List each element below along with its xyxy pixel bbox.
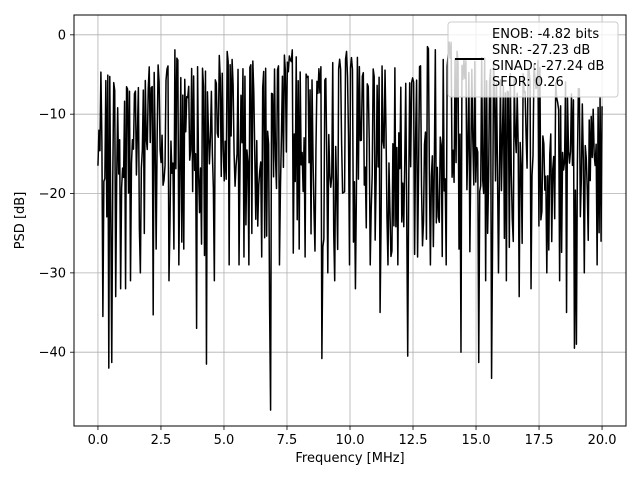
x-tick-label: 20.0 (588, 433, 617, 448)
y-tick-label: −20 (39, 187, 66, 202)
legend-line-sfdr: SFDR: 0.26 (492, 75, 564, 90)
x-tick-label: 2.5 (151, 433, 172, 448)
x-tick-label: 12.5 (399, 433, 428, 448)
legend: ENOB: -4.82 bits SNR: -27.23 dB SINAD: -… (447, 21, 619, 98)
y-tick-label: −40 (39, 346, 66, 361)
y-axis-label: PSD [dB] (13, 192, 28, 250)
y-tick-label: −10 (39, 108, 66, 123)
legend-line-enob: ENOB: -4.82 bits (492, 27, 599, 42)
legend-line-sinad: SINAD: -27.24 dB (492, 59, 604, 74)
x-tick-label: 17.5 (525, 433, 554, 448)
y-tick-label: 0 (58, 28, 66, 43)
y-tick-label: −30 (39, 266, 66, 281)
x-tick-label: 15.0 (462, 433, 491, 448)
x-tick-label: 0.0 (88, 433, 109, 448)
series-layer (97, 41, 603, 411)
legend-box (447, 21, 619, 98)
legend-line-snr: SNR: -27.23 dB (492, 43, 590, 58)
ticks: 0.0 2.5 5.0 7.5 10.0 12.5 15.0 17.5 20.0 0 −10 −20 −… (39, 28, 617, 448)
x-tick-label: 7.5 (277, 433, 298, 448)
x-axis-label: Frequency [MHz] (295, 451, 404, 466)
x-tick-label: 5.0 (214, 433, 235, 448)
x-tick-label: 10.0 (336, 433, 365, 448)
psd-series-line (97, 41, 603, 411)
